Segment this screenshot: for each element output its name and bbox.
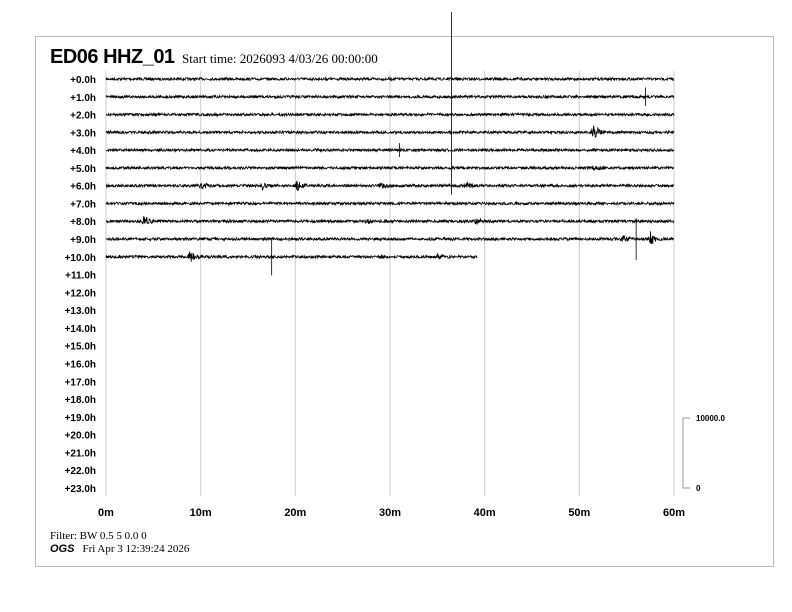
trace-row-2 (105, 111, 675, 118)
trace-row-3 (105, 125, 675, 138)
station-name: ED06 HHZ_01 (50, 46, 175, 68)
row-label: +18.0h (65, 395, 96, 406)
filter-info: Filter: BW 0.5 5 0.0 0 (50, 530, 147, 542)
row-label: +13.0h (65, 306, 96, 317)
scale-bottom-label: 0 (696, 484, 701, 493)
row-label: +17.0h (65, 377, 96, 388)
x-tick-label: 60m (663, 507, 685, 519)
row-label: +7.0h (70, 199, 96, 210)
scale-top-label: 10000.0 (696, 414, 725, 423)
x-tick-label: 30m (379, 507, 401, 519)
row-label: +20.0h (65, 431, 96, 442)
trace-row-8 (105, 216, 675, 225)
trace-row-0 (105, 76, 675, 82)
org-label: OGS (50, 543, 75, 555)
footer: Filter: BW 0.5 5 0.0 0 OGS Fri Apr 3 12:3… (50, 530, 189, 556)
row-label: +15.0h (65, 342, 96, 353)
trace-row-5 (105, 165, 675, 171)
row-label: +16.0h (65, 359, 96, 370)
row-label: +9.0h (70, 235, 96, 246)
x-tick-label: 20m (284, 507, 306, 519)
row-label: +6.0h (70, 182, 96, 193)
row-label: +14.0h (65, 324, 96, 335)
trace-row-9 (105, 231, 675, 245)
x-tick-label: 50m (568, 507, 590, 519)
row-label: +1.0h (70, 93, 96, 104)
row-label: +23.0h (65, 484, 96, 495)
trace-row-7 (105, 200, 675, 207)
row-label: +0.0h (70, 75, 96, 86)
trace-row-4 (105, 147, 675, 153)
row-label: +5.0h (70, 164, 96, 175)
x-tick-label: 40m (474, 507, 496, 519)
row-label: +10.0h (65, 253, 96, 264)
x-tick-label: 10m (190, 507, 212, 519)
trace-row-1 (105, 93, 675, 100)
trace-row-10 (105, 251, 478, 262)
row-label: +22.0h (65, 466, 96, 477)
row-label: +12.0h (65, 288, 96, 299)
row-label: +4.0h (70, 146, 96, 157)
plot-frame (35, 36, 774, 567)
x-tick-label: 0m (98, 507, 114, 519)
row-label: +8.0h (70, 217, 96, 228)
row-label: +11.0h (65, 271, 96, 282)
plot-timestamp: Fri Apr 3 12:39:24 2026 (82, 543, 190, 555)
row-label: +19.0h (65, 413, 96, 424)
trace-row-6 (105, 180, 675, 192)
start-time: Start time: 2026093 4/03/26 00:00:00 (182, 51, 378, 66)
plot-title: ED06 HHZ_01 Start time: 2026093 4/03/26 … (50, 46, 378, 69)
row-label: +21.0h (65, 448, 96, 459)
scale-bar (682, 417, 690, 489)
row-label: +3.0h (70, 128, 96, 139)
row-label: +2.0h (70, 111, 96, 122)
